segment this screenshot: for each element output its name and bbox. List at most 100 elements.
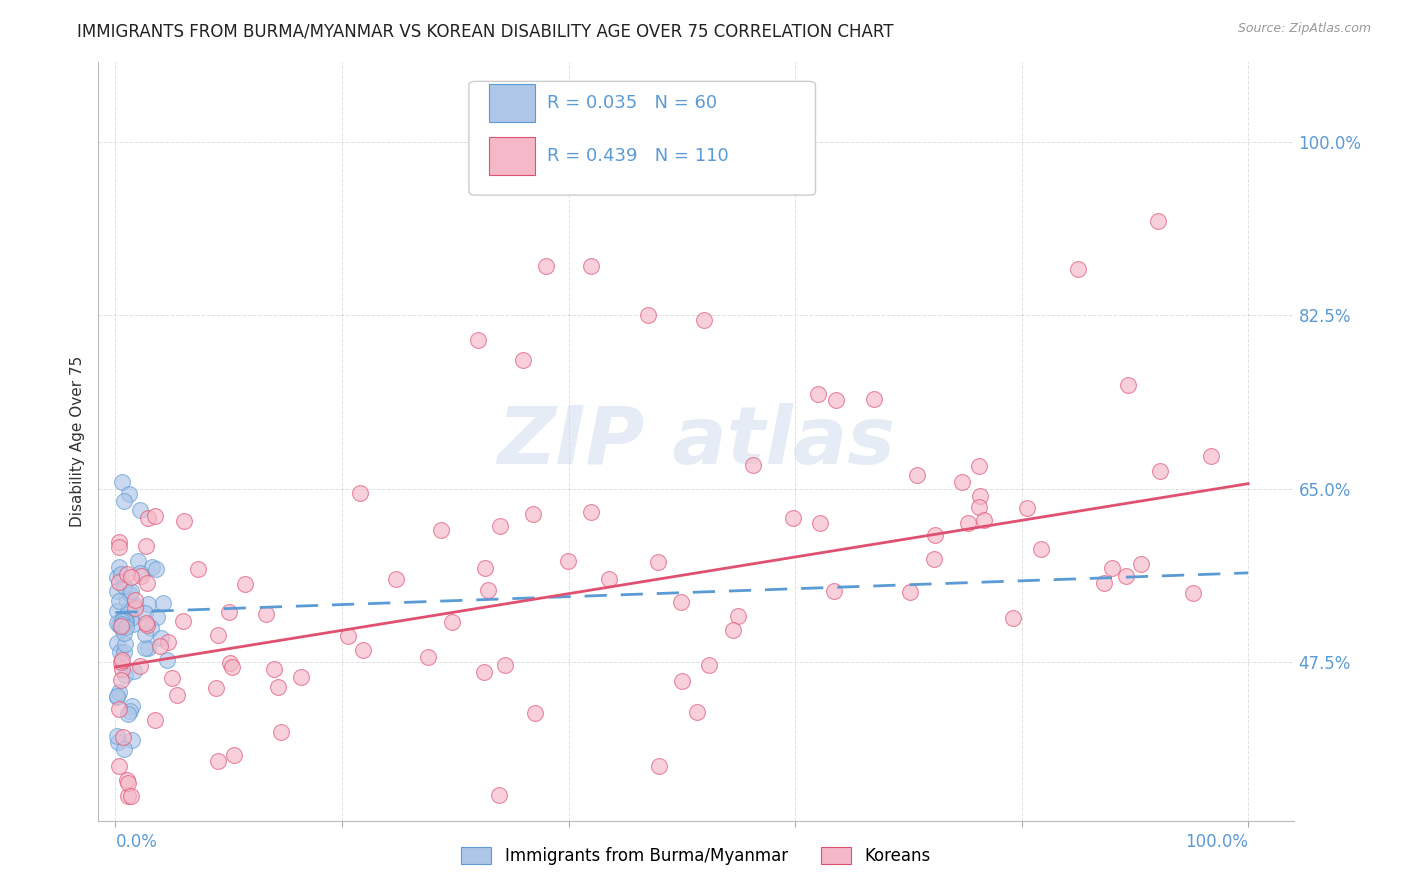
Point xyxy=(111,620,134,634)
Point xyxy=(207,755,229,769)
Point xyxy=(105,689,128,703)
Point xyxy=(512,352,534,367)
Point xyxy=(495,658,517,673)
Point xyxy=(290,671,312,685)
Point xyxy=(114,668,136,682)
Point xyxy=(156,653,179,667)
Point xyxy=(117,604,139,618)
Point xyxy=(1092,575,1115,590)
Point xyxy=(742,458,765,472)
Point xyxy=(160,671,183,685)
Point xyxy=(115,591,138,606)
Point xyxy=(105,616,128,631)
Point xyxy=(579,505,602,519)
Point xyxy=(120,789,142,803)
FancyBboxPatch shape xyxy=(470,81,815,195)
Point xyxy=(905,468,928,483)
Point xyxy=(969,458,991,473)
Bar xyxy=(489,136,534,175)
Point xyxy=(139,621,162,635)
Point xyxy=(129,566,152,581)
Point xyxy=(108,559,131,574)
Point xyxy=(105,604,128,618)
Y-axis label: Disability Age Over 75: Disability Age Over 75 xyxy=(70,356,86,527)
Point xyxy=(686,706,709,720)
Point xyxy=(129,659,152,673)
Point xyxy=(125,599,148,614)
Text: Source: ZipAtlas.com: Source: ZipAtlas.com xyxy=(1237,22,1371,36)
Point xyxy=(124,664,146,678)
Point xyxy=(637,308,659,322)
Point xyxy=(136,617,159,632)
Point xyxy=(352,643,374,657)
Legend: Immigrants from Burma/Myanmar, Koreans: Immigrants from Burma/Myanmar, Koreans xyxy=(461,847,931,865)
Point xyxy=(957,516,980,530)
Point xyxy=(969,489,991,503)
Point xyxy=(110,619,132,633)
Point xyxy=(522,508,544,522)
Point xyxy=(671,673,693,688)
Point xyxy=(430,523,453,537)
Point xyxy=(120,610,142,624)
Point xyxy=(121,732,143,747)
Point xyxy=(114,637,136,651)
Point xyxy=(135,540,157,554)
Point xyxy=(152,597,174,611)
Point xyxy=(1181,586,1204,600)
Point xyxy=(967,500,990,515)
Point xyxy=(143,714,166,728)
Point xyxy=(598,572,620,586)
Point xyxy=(111,662,134,676)
Point xyxy=(108,702,131,716)
Point xyxy=(723,623,745,637)
Point xyxy=(1201,449,1223,463)
Point xyxy=(524,706,547,720)
Point xyxy=(117,789,139,803)
Point xyxy=(115,772,138,787)
Point xyxy=(108,534,131,549)
Point xyxy=(1116,378,1139,392)
Point xyxy=(924,528,946,542)
Point xyxy=(129,503,152,517)
Point xyxy=(112,645,135,659)
Point xyxy=(922,551,945,566)
Point xyxy=(263,662,285,676)
Point xyxy=(808,516,831,530)
Point xyxy=(136,511,159,525)
Point xyxy=(207,628,229,642)
Point xyxy=(440,615,463,629)
Point xyxy=(111,475,134,489)
Point xyxy=(135,615,157,630)
Point xyxy=(863,392,886,407)
Point xyxy=(1101,561,1123,575)
Point xyxy=(111,653,134,667)
Point xyxy=(134,626,156,640)
Text: IMMIGRANTS FROM BURMA/MYANMAR VS KOREAN DISABILITY AGE OVER 75 CORRELATION CHART: IMMIGRANTS FROM BURMA/MYANMAR VS KOREAN … xyxy=(77,22,894,40)
Point xyxy=(952,475,974,489)
Point xyxy=(1115,569,1137,583)
Point xyxy=(150,632,173,646)
Point xyxy=(693,313,716,327)
Point xyxy=(697,658,720,673)
Point xyxy=(1130,558,1153,572)
Text: 0.0%: 0.0% xyxy=(115,832,157,851)
Point xyxy=(669,594,692,608)
Point xyxy=(111,730,134,744)
Point xyxy=(121,698,143,713)
Point xyxy=(467,333,489,347)
Point xyxy=(115,614,138,628)
Text: R = 0.439   N = 110: R = 0.439 N = 110 xyxy=(547,146,728,165)
Point xyxy=(270,725,292,739)
Point xyxy=(173,515,195,529)
Point xyxy=(384,573,406,587)
Point xyxy=(149,639,172,653)
Bar xyxy=(489,84,534,121)
Point xyxy=(117,775,139,789)
Point xyxy=(488,789,510,803)
Point xyxy=(141,560,163,574)
Point xyxy=(112,579,135,593)
Point xyxy=(647,555,669,569)
Point xyxy=(112,612,135,626)
Point xyxy=(579,259,602,273)
Point xyxy=(120,584,142,599)
